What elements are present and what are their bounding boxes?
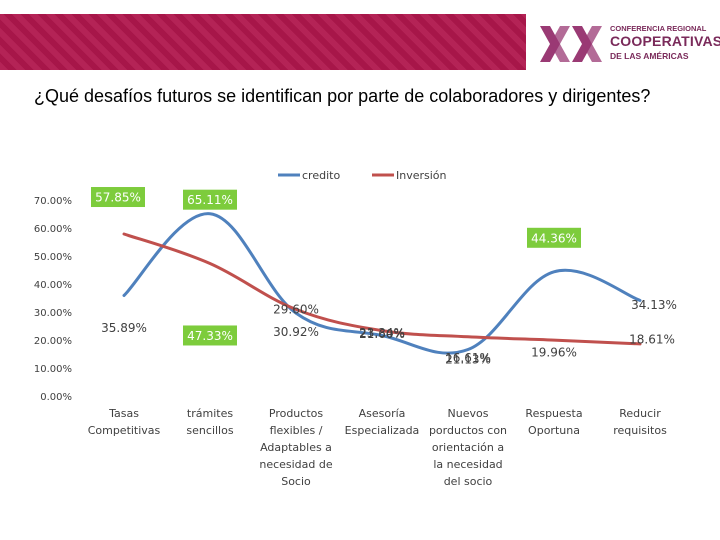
question-heading: ¿Qué desafíos futuros se identifican por… bbox=[34, 86, 651, 106]
data-label: 23.34% bbox=[359, 326, 405, 340]
x-category-label: Asesoría Especializada bbox=[345, 407, 420, 437]
y-tick-label: 70.00% bbox=[34, 196, 72, 207]
legend-label: credito bbox=[302, 169, 340, 182]
data-labels: 35.89% 65.11% 29.60% 21.60% 16.61% 44.36% 34.1… bbox=[91, 187, 677, 366]
logo-line-2: COOPERATIVAS bbox=[610, 33, 720, 49]
data-label: 30.92% bbox=[273, 325, 319, 339]
x-axis: Tasas Competitivas trámites sencillos Produc… bbox=[88, 407, 667, 488]
y-tick-label: 10.00% bbox=[34, 364, 72, 375]
data-label: 57.85% bbox=[95, 191, 141, 205]
x-category-label: trámites sencillos bbox=[186, 407, 233, 437]
y-tick-label: 0.00% bbox=[40, 392, 72, 403]
data-label-box bbox=[183, 189, 237, 210]
y-tick-label: 60.00% bbox=[34, 224, 72, 235]
logo-line-3: DE LAS AMÉRICAS bbox=[610, 51, 689, 61]
xx-logo-icon bbox=[540, 26, 602, 62]
y-tick-label: 40.00% bbox=[34, 280, 72, 291]
data-label: 47.33% bbox=[187, 329, 233, 343]
header-banner: CONFERENCIA REGIONAL COOPERATIVAS DE LAS… bbox=[0, 0, 720, 72]
y-tick-label: 30.00% bbox=[34, 308, 72, 319]
y-axis: 0.00% 10.00% 20.00% 30.00% 40.00% 50.00% 60.00… bbox=[34, 196, 72, 403]
data-label-box bbox=[183, 325, 237, 346]
data-label: 65.11% bbox=[187, 193, 233, 207]
series-lines bbox=[122, 212, 642, 355]
data-label: 19.96% bbox=[531, 346, 577, 360]
series-line-credito bbox=[122, 212, 642, 355]
data-label: 16.61% bbox=[445, 351, 491, 365]
conference-logo: CONFERENCIA REGIONAL COOPERATIVAS DE LAS… bbox=[538, 22, 720, 66]
x-category-label: Respuesta Oportuna bbox=[525, 407, 582, 437]
data-label: 29.60% bbox=[273, 303, 319, 317]
x-category-label: Productos flexibles / Adaptables a necesida… bbox=[259, 407, 333, 488]
x-category-label: Nuevos porductos con orientación a la neces… bbox=[429, 407, 507, 488]
data-label: 44.36% bbox=[531, 231, 577, 245]
data-label: 21.60% bbox=[359, 327, 405, 341]
chart-legend: credito Inversión bbox=[278, 169, 447, 182]
data-label: 21.13% bbox=[445, 352, 491, 366]
banner-pattern bbox=[0, 14, 526, 70]
logo-line-1: CONFERENCIA REGIONAL bbox=[610, 24, 707, 33]
data-label-box bbox=[527, 227, 581, 248]
data-label: 34.13% bbox=[631, 298, 677, 312]
y-tick-label: 20.00% bbox=[34, 336, 72, 347]
y-tick-label: 50.00% bbox=[34, 252, 72, 263]
x-category-label: Tasas Competitivas bbox=[88, 407, 161, 437]
data-label: 18.61% bbox=[629, 332, 675, 346]
data-label: 35.89% bbox=[101, 321, 147, 335]
legend-label: Inversión bbox=[396, 169, 447, 182]
x-category-label: Reducir requisitos bbox=[613, 407, 667, 437]
series-line-inversion bbox=[122, 232, 642, 346]
data-label-box bbox=[91, 187, 145, 208]
